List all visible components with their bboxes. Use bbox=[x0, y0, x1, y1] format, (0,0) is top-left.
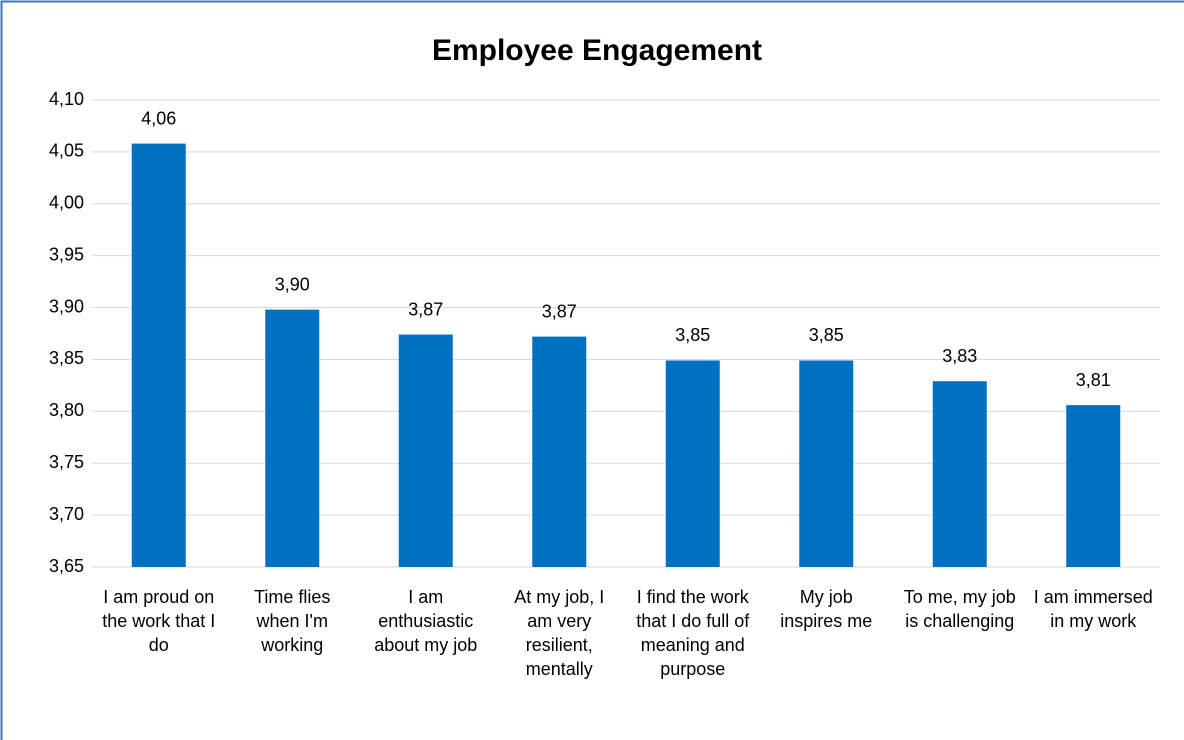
y-tick-label: 3,70 bbox=[49, 504, 84, 524]
y-tick-label: 3,90 bbox=[49, 296, 84, 316]
x-tick-label: I find the work that I do full of meanin… bbox=[636, 587, 750, 679]
y-tick-label: 3,75 bbox=[49, 452, 84, 472]
data-label: 3,85 bbox=[675, 325, 710, 345]
y-tick-label: 4,10 bbox=[49, 89, 84, 109]
y-tick-label: 3,65 bbox=[49, 556, 84, 576]
data-label: 3,85 bbox=[809, 325, 844, 345]
data-label: 3,83 bbox=[942, 346, 977, 366]
data-label: 3,87 bbox=[542, 301, 577, 321]
data-label: 3,87 bbox=[408, 299, 443, 319]
data-label: 4,06 bbox=[141, 108, 176, 128]
chart-title: Employee Engagement bbox=[432, 34, 762, 67]
x-tick-label: I am enthusiastic about my job bbox=[374, 587, 478, 655]
y-tick-label: 3,95 bbox=[49, 244, 84, 264]
data-label: 3,81 bbox=[1076, 370, 1111, 390]
y-tick-label: 4,05 bbox=[49, 141, 84, 161]
y-tick-label: 3,80 bbox=[49, 400, 84, 420]
bar bbox=[398, 334, 453, 567]
x-tick-label: At my job, I am very resilient, mentally bbox=[514, 587, 605, 679]
bar bbox=[131, 143, 186, 567]
y-tick-label: 3,85 bbox=[49, 348, 84, 368]
bar bbox=[532, 336, 587, 567]
x-tick-label: I am proud on the work that I do bbox=[102, 587, 216, 655]
bar bbox=[932, 381, 987, 567]
data-label: 3,90 bbox=[275, 274, 310, 294]
bar bbox=[265, 309, 320, 567]
bar bbox=[799, 360, 854, 567]
x-tick-label: My job inspires me bbox=[780, 587, 873, 631]
bar bbox=[1066, 405, 1121, 567]
x-tick-label: I am immersed in my work bbox=[1033, 587, 1153, 631]
x-tick-label: Time flies when I'm working bbox=[254, 587, 331, 655]
y-tick-label: 4,00 bbox=[49, 193, 84, 213]
x-tick-label: To me, my job is challenging bbox=[903, 587, 1016, 631]
bar bbox=[665, 360, 720, 567]
